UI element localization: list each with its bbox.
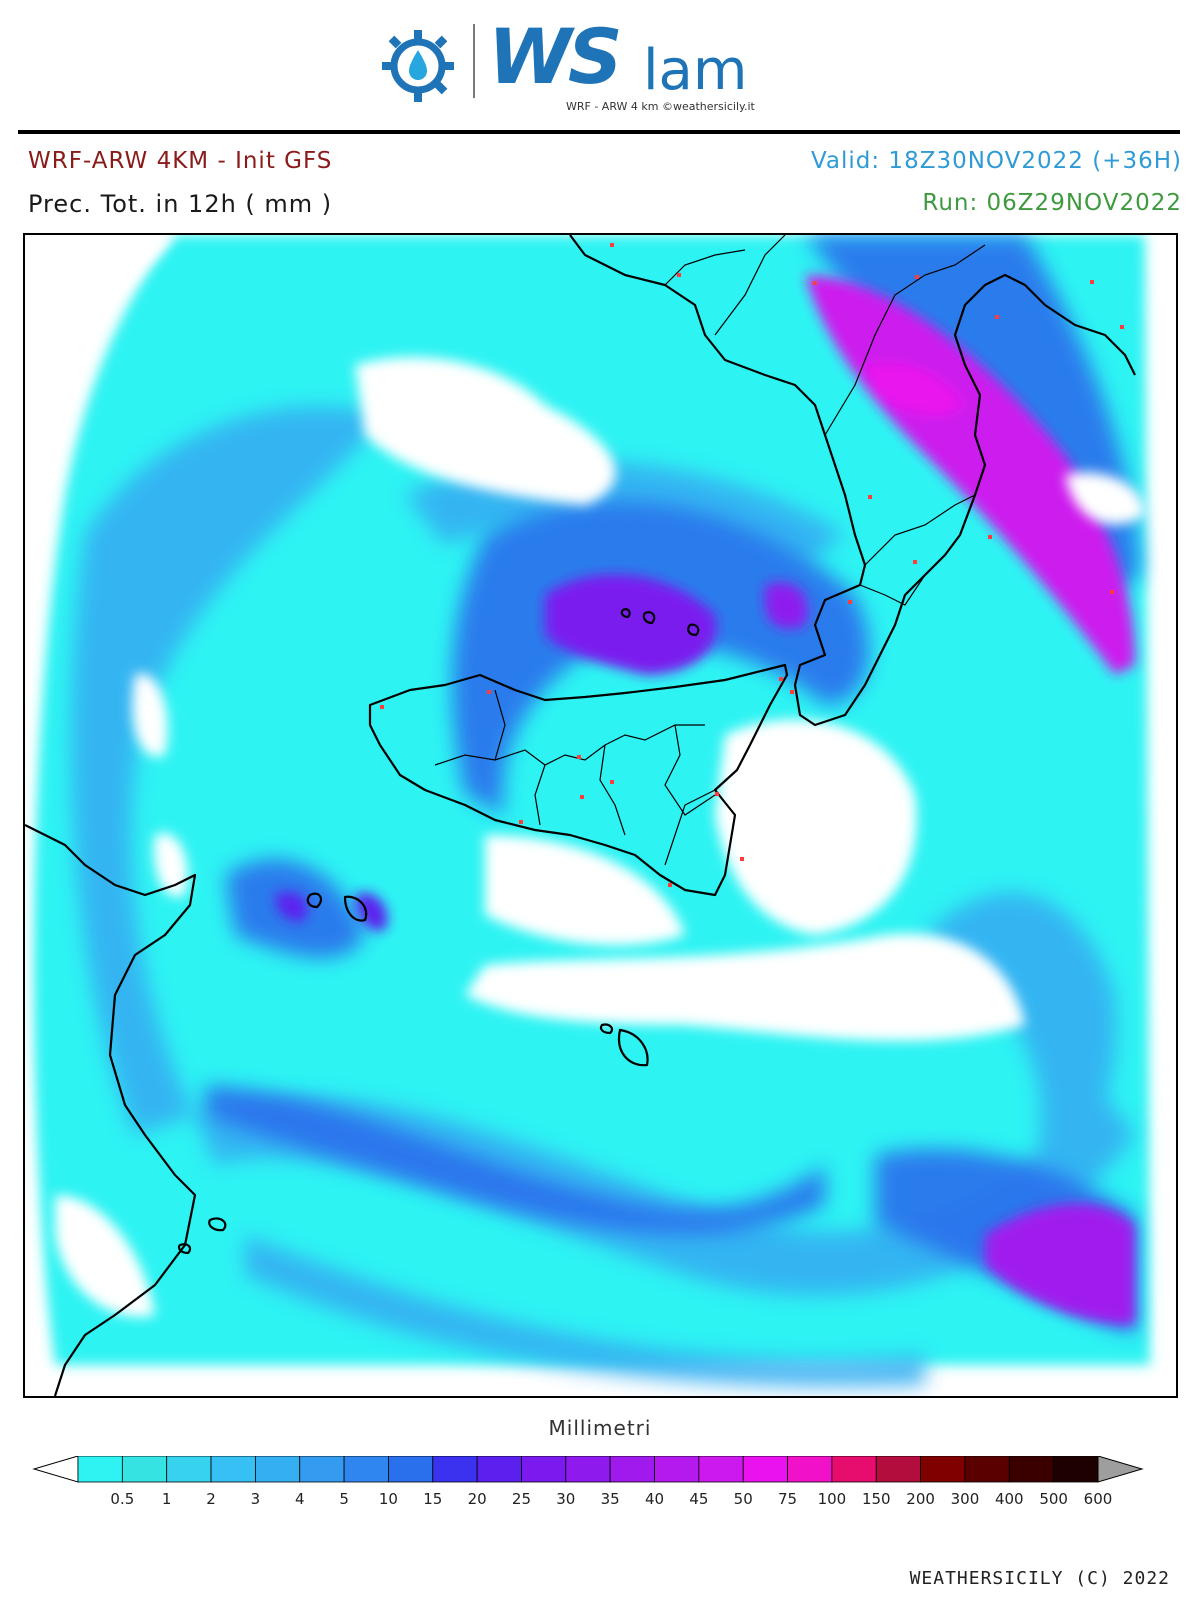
scale-tick-label: 75 xyxy=(778,1490,797,1508)
scale-bin xyxy=(343,1456,389,1483)
scale-tick-label: 300 xyxy=(951,1490,980,1508)
parameter-title: Prec. Tot. in 12h ( mm ) xyxy=(28,190,333,218)
scale-tick-label: 400 xyxy=(995,1490,1024,1508)
precip-field xyxy=(33,235,1151,1365)
scale-bin xyxy=(787,1456,833,1483)
legend-units-label: Millimetri xyxy=(548,1416,652,1440)
scale-bin xyxy=(1053,1456,1099,1483)
scale-bin xyxy=(121,1456,168,1483)
scale-bin xyxy=(166,1456,212,1483)
scale-bin xyxy=(565,1456,611,1483)
scale-tick-label: 100 xyxy=(818,1490,847,1508)
logo-separator xyxy=(473,24,475,98)
logo-wordmark-ws: WS xyxy=(488,12,623,101)
color-scale-bar: 0.5 1 2 3 4 5 10 15 20 25 30 35 40 45 50 75 100 150 200 300… xyxy=(32,1456,1144,1508)
scale-bin xyxy=(698,1456,744,1483)
scale-tick-label: 20 xyxy=(468,1490,487,1508)
gear-water-drop-icon xyxy=(382,30,454,102)
scale-bin xyxy=(831,1456,877,1483)
model-title: WRF-ARW 4KM - Init GFS xyxy=(28,148,333,174)
scale-bin xyxy=(388,1456,434,1483)
scale-tick-label: 600 xyxy=(1084,1490,1113,1508)
scale-tick-label: 2 xyxy=(206,1490,216,1508)
logo: WS lam WRF - ARW 4 km ©weathersicily.it xyxy=(378,12,798,120)
scale-bin xyxy=(299,1456,345,1483)
scale-below-arrow xyxy=(32,1456,79,1483)
scale-bin xyxy=(875,1456,922,1483)
header-rule xyxy=(18,130,1180,134)
scale-tick-label: 35 xyxy=(601,1490,620,1508)
scale-tick-label: 50 xyxy=(734,1490,753,1508)
scale-tick-label: 15 xyxy=(423,1490,442,1508)
run-time: Run: 06Z29NOV2022 xyxy=(922,190,1182,216)
scale-bin xyxy=(654,1456,700,1483)
scale-tick-label: 25 xyxy=(512,1490,531,1508)
city-markers xyxy=(380,243,1124,887)
valid-time: Valid: 18Z30NOV2022 (+36H) xyxy=(810,148,1182,174)
logo-wordmark-lam: lam xyxy=(643,38,748,103)
scale-tick-label: 30 xyxy=(556,1490,575,1508)
scale-tick-label: 45 xyxy=(689,1490,708,1508)
precip-cores-intense xyxy=(275,275,1135,1325)
scale-bin xyxy=(521,1456,567,1483)
dry-areas xyxy=(25,235,1145,1317)
precipitation-map xyxy=(23,233,1178,1398)
logo-subtitle: WRF - ARW 4 km ©weathersicily.it xyxy=(566,100,755,113)
map-canvas xyxy=(25,235,1151,1396)
scale-tick-label: 1 xyxy=(162,1490,172,1508)
scale-bin xyxy=(210,1456,256,1483)
scale-bin xyxy=(476,1456,522,1483)
scale-tick-label: 4 xyxy=(295,1490,305,1508)
scale-tick-label: 5 xyxy=(339,1490,349,1508)
scale-above-arrow xyxy=(1097,1456,1144,1483)
region-borders xyxy=(434,235,986,866)
scale-tick-label: 10 xyxy=(379,1490,398,1508)
scale-tick-label: 3 xyxy=(251,1490,261,1508)
scale-tick-label: 200 xyxy=(906,1490,935,1508)
scale-tick-label: 40 xyxy=(645,1490,664,1508)
scale-bin xyxy=(920,1456,966,1483)
scale-bin xyxy=(432,1456,478,1483)
scale-bin xyxy=(609,1456,655,1483)
coastlines xyxy=(25,235,1136,1396)
scale-bin xyxy=(964,1456,1010,1483)
scale-bin xyxy=(77,1456,123,1483)
scale-bin xyxy=(1008,1456,1055,1483)
scale-bin xyxy=(742,1456,788,1483)
copyright-text: WEATHERSICILY (C) 2022 xyxy=(909,1568,1170,1589)
scale-tick-label: 0.5 xyxy=(110,1490,134,1508)
scale-tick-label: 500 xyxy=(1039,1490,1068,1508)
scale-bin xyxy=(254,1456,301,1483)
scale-tick-label: 150 xyxy=(862,1490,891,1508)
